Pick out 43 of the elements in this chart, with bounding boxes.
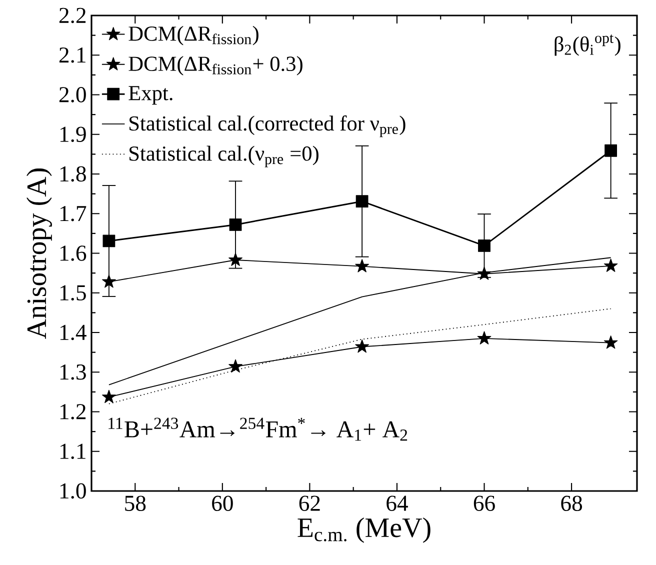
point [102,274,116,288]
x-tick-label: 58 [125,496,146,512]
y-tick-label: 1.4 [60,324,86,340]
x-tick-label: 68 [561,496,582,512]
point [102,234,116,248]
point [477,331,492,344]
legend-label: Expt. [128,86,172,105]
point [604,258,618,272]
x-axis-title: E$_{c.m.}$ (MeV) [298,517,430,543]
y-tick-label: 1.1 [60,444,86,460]
x-tick-label: 62 [299,496,320,511]
point [102,390,116,404]
y-tick-label: 1.9 [60,126,86,142]
legend-label: Statistical cal.(corrected for ν$_{pre}$) [130,115,406,138]
point [478,240,490,252]
y-tick-label: 1.7 [60,206,86,222]
x-tick-label: 66 [474,496,495,511]
y-tick-label: 2.0 [59,87,86,102]
point [477,266,492,280]
point [229,218,242,231]
y-tick-label: 1.2 [60,404,86,420]
x-tick-label: 64 [386,496,408,511]
point [356,195,368,208]
y-tick-label: 1.8 [60,166,86,182]
y-tick-label: 1.6 [60,246,86,261]
point [604,144,618,157]
point [604,336,618,349]
legend-label: DCM(ΔR$_{fission}$) [128,26,258,46]
y-tick-label: 1.5 [60,285,86,301]
y-tick-label: 2.2 [59,8,86,24]
point [355,259,369,272]
annotation: β$_{2}$(θ$_{i}$$^{opt}$) [554,34,620,56]
point [355,340,369,353]
y-tick-label: 1.3 [60,364,86,380]
point [228,359,242,373]
y-tick-label: 1.0 [60,483,86,499]
legend-label: Statistical cal.(ν$_{pre}$ =0) [130,146,318,168]
y-tick-label: 2.1 [59,47,86,63]
y-axis-title: Anisotropy (A) [26,168,52,339]
x-tick-label: 60 [212,496,233,512]
legend-label: DCM(ΔR$_{fission}$+ 0.3) [128,56,302,76]
text: $^{11}$B+$^{243}$Am→$^{254}$Fm$^{*}$→ A$_{1}$+ A$_{2}$ [108,418,408,441]
point [228,252,242,266]
